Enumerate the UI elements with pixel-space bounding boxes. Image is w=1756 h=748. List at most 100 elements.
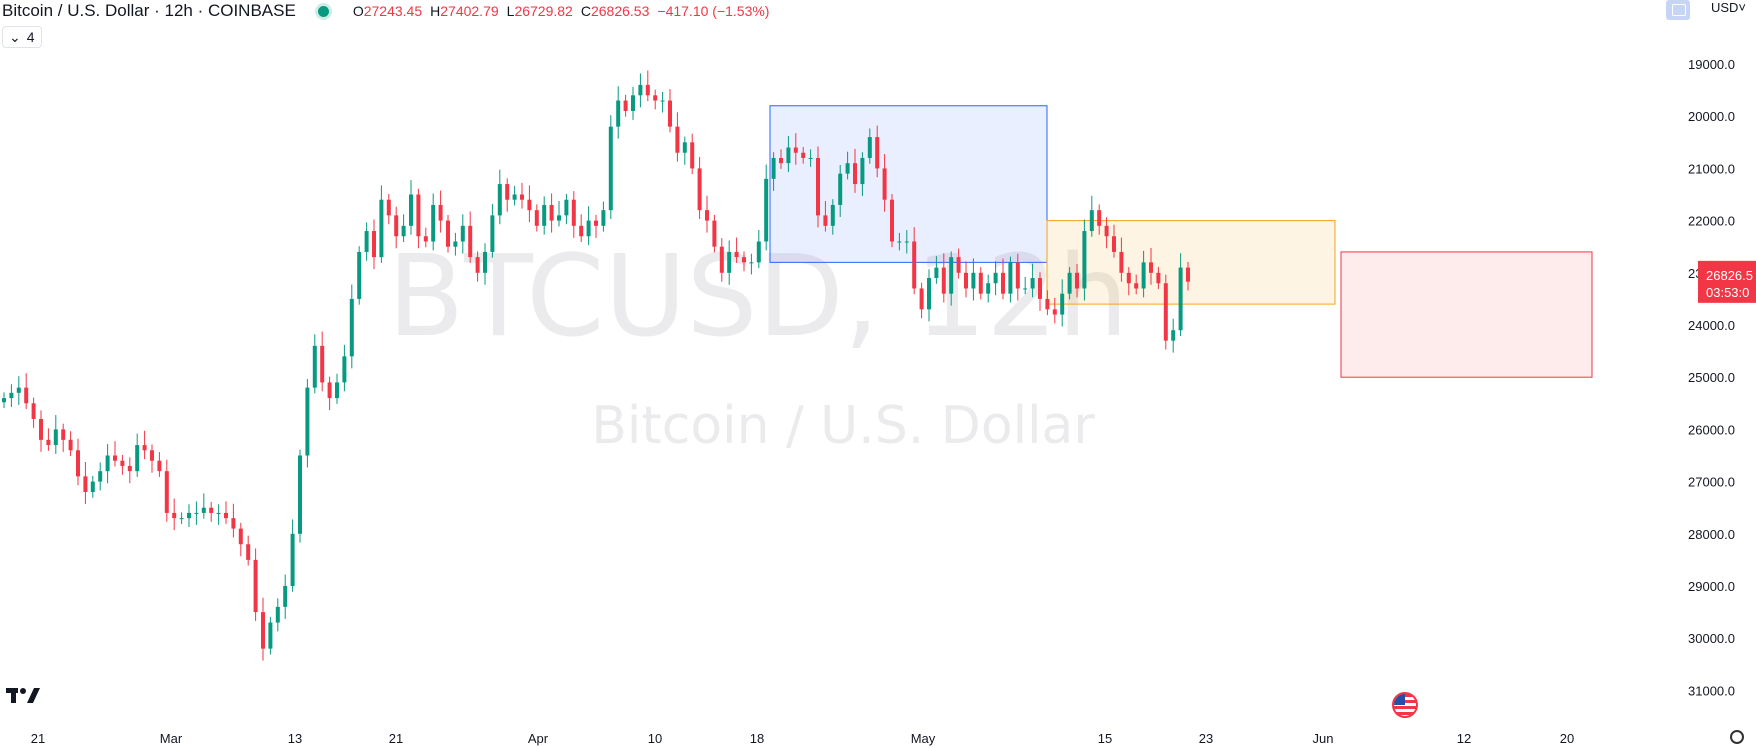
candle-body[interactable] [342,356,347,383]
candle-body[interactable] [897,241,902,243]
rectangle-drawing-blue[interactable] [769,105,1048,263]
candle-body[interactable] [209,507,214,513]
candle-body[interactable] [764,178,769,242]
candle-body[interactable] [335,382,339,399]
candle-body[interactable] [1045,298,1050,310]
candle-body[interactable] [253,559,258,613]
candle-body[interactable] [845,163,850,174]
candle-body[interactable] [579,225,584,237]
candle-body[interactable] [1001,272,1005,294]
candle-body[interactable] [157,460,162,472]
market-status-icon[interactable] [317,5,329,17]
candle-body[interactable] [468,225,473,258]
currency-selector[interactable]: USD˅ [1711,0,1746,15]
candle-body[interactable] [690,142,695,169]
candle-body[interactable] [179,518,184,520]
candle-body[interactable] [890,199,894,242]
candle-body[interactable] [497,184,502,216]
candle-body[interactable] [268,622,273,649]
candle-body[interactable] [312,345,317,388]
candle-body[interactable] [164,471,169,513]
candle-body[interactable] [31,403,36,419]
candle-body[interactable] [978,272,983,294]
candle-body[interactable] [46,439,51,446]
candle-body[interactable] [1038,278,1042,299]
candle-body[interactable] [882,168,887,200]
candle-body[interactable] [113,455,117,461]
candle-body[interactable] [490,215,495,252]
candle-body[interactable] [653,95,658,101]
candle-body[interactable] [816,157,820,216]
candle-body[interactable] [1126,272,1131,284]
candle-body[interactable] [83,476,88,493]
rectangle-drawing-red[interactable] [1340,251,1593,378]
candle-body[interactable] [705,210,709,221]
candle-body[interactable] [327,382,332,399]
candle-body[interactable] [431,204,436,242]
candle-body[interactable] [460,225,465,242]
candle-body[interactable] [379,199,384,258]
candle-body[interactable] [756,241,761,263]
candle-body[interactable] [527,199,532,211]
candle-body[interactable] [1178,267,1183,331]
candle-body[interactable] [1052,309,1057,315]
symbol-title[interactable]: Bitcoin / U.S. Dollar · 12h · COINBASE [2,1,296,20]
candle-body[interactable] [423,236,428,242]
candle-body[interactable] [934,267,939,279]
candle-body[interactable] [719,246,724,273]
candle-body[interactable] [520,194,524,200]
candle-body[interactable] [838,173,843,205]
candle-body[interactable] [386,199,391,216]
candle-body[interactable] [964,272,968,289]
candle-body[interactable] [39,418,43,440]
candle-body[interactable] [2,398,6,403]
candle-body[interactable] [1067,272,1072,294]
candle-body[interactable] [357,251,362,299]
candle-body[interactable] [512,194,517,200]
candle-body[interactable] [275,606,280,623]
candle-body[interactable] [483,251,487,273]
candle-body[interactable] [1149,262,1153,273]
candle-body[interactable] [446,220,450,247]
candle-body[interactable] [53,429,58,446]
us-flag-event-icon[interactable] [1392,692,1418,718]
candle-body[interactable] [823,215,828,226]
candle-body[interactable] [727,251,732,273]
candle-body[interactable] [586,220,591,237]
candle-body[interactable] [1134,283,1139,289]
candle-body[interactable] [290,533,295,586]
candle-body[interactable] [631,95,635,111]
candle-body[interactable] [120,460,125,466]
candle-body[interactable] [438,204,443,221]
candle-body[interactable] [949,257,954,294]
candle-body[interactable] [150,450,154,461]
candle-body[interactable] [305,387,310,456]
candle-body[interactable] [779,157,783,164]
candle-body[interactable] [261,612,265,649]
candle-body[interactable] [216,512,221,514]
candle-body[interactable] [734,251,739,258]
candle-body[interactable] [224,512,228,519]
candle-body[interactable] [1141,262,1146,289]
candle-body[interactable] [201,507,206,513]
candle-body[interactable] [68,439,73,451]
candle-body[interactable] [364,231,369,252]
indicators-collapse-button[interactable]: ⌄ 4 [2,26,42,48]
candle-body[interactable] [904,241,909,243]
candle-body[interactable] [786,147,791,164]
candle-body[interactable] [542,204,547,226]
candle-body[interactable] [9,392,14,399]
candle-body[interactable] [801,152,806,158]
candle-body[interactable] [1060,293,1065,315]
candle-body[interactable] [971,272,976,289]
candle-body[interactable] [927,278,931,310]
candle-body[interactable] [1186,267,1190,282]
candle-body[interactable] [712,220,717,247]
candle-body[interactable] [505,184,510,200]
candle-body[interactable] [1089,210,1094,232]
candle-body[interactable] [394,215,399,237]
candle-body[interactable] [860,157,865,185]
candle-body[interactable] [16,387,21,393]
candle-body[interactable] [1119,251,1124,273]
candle-body[interactable] [127,465,132,472]
